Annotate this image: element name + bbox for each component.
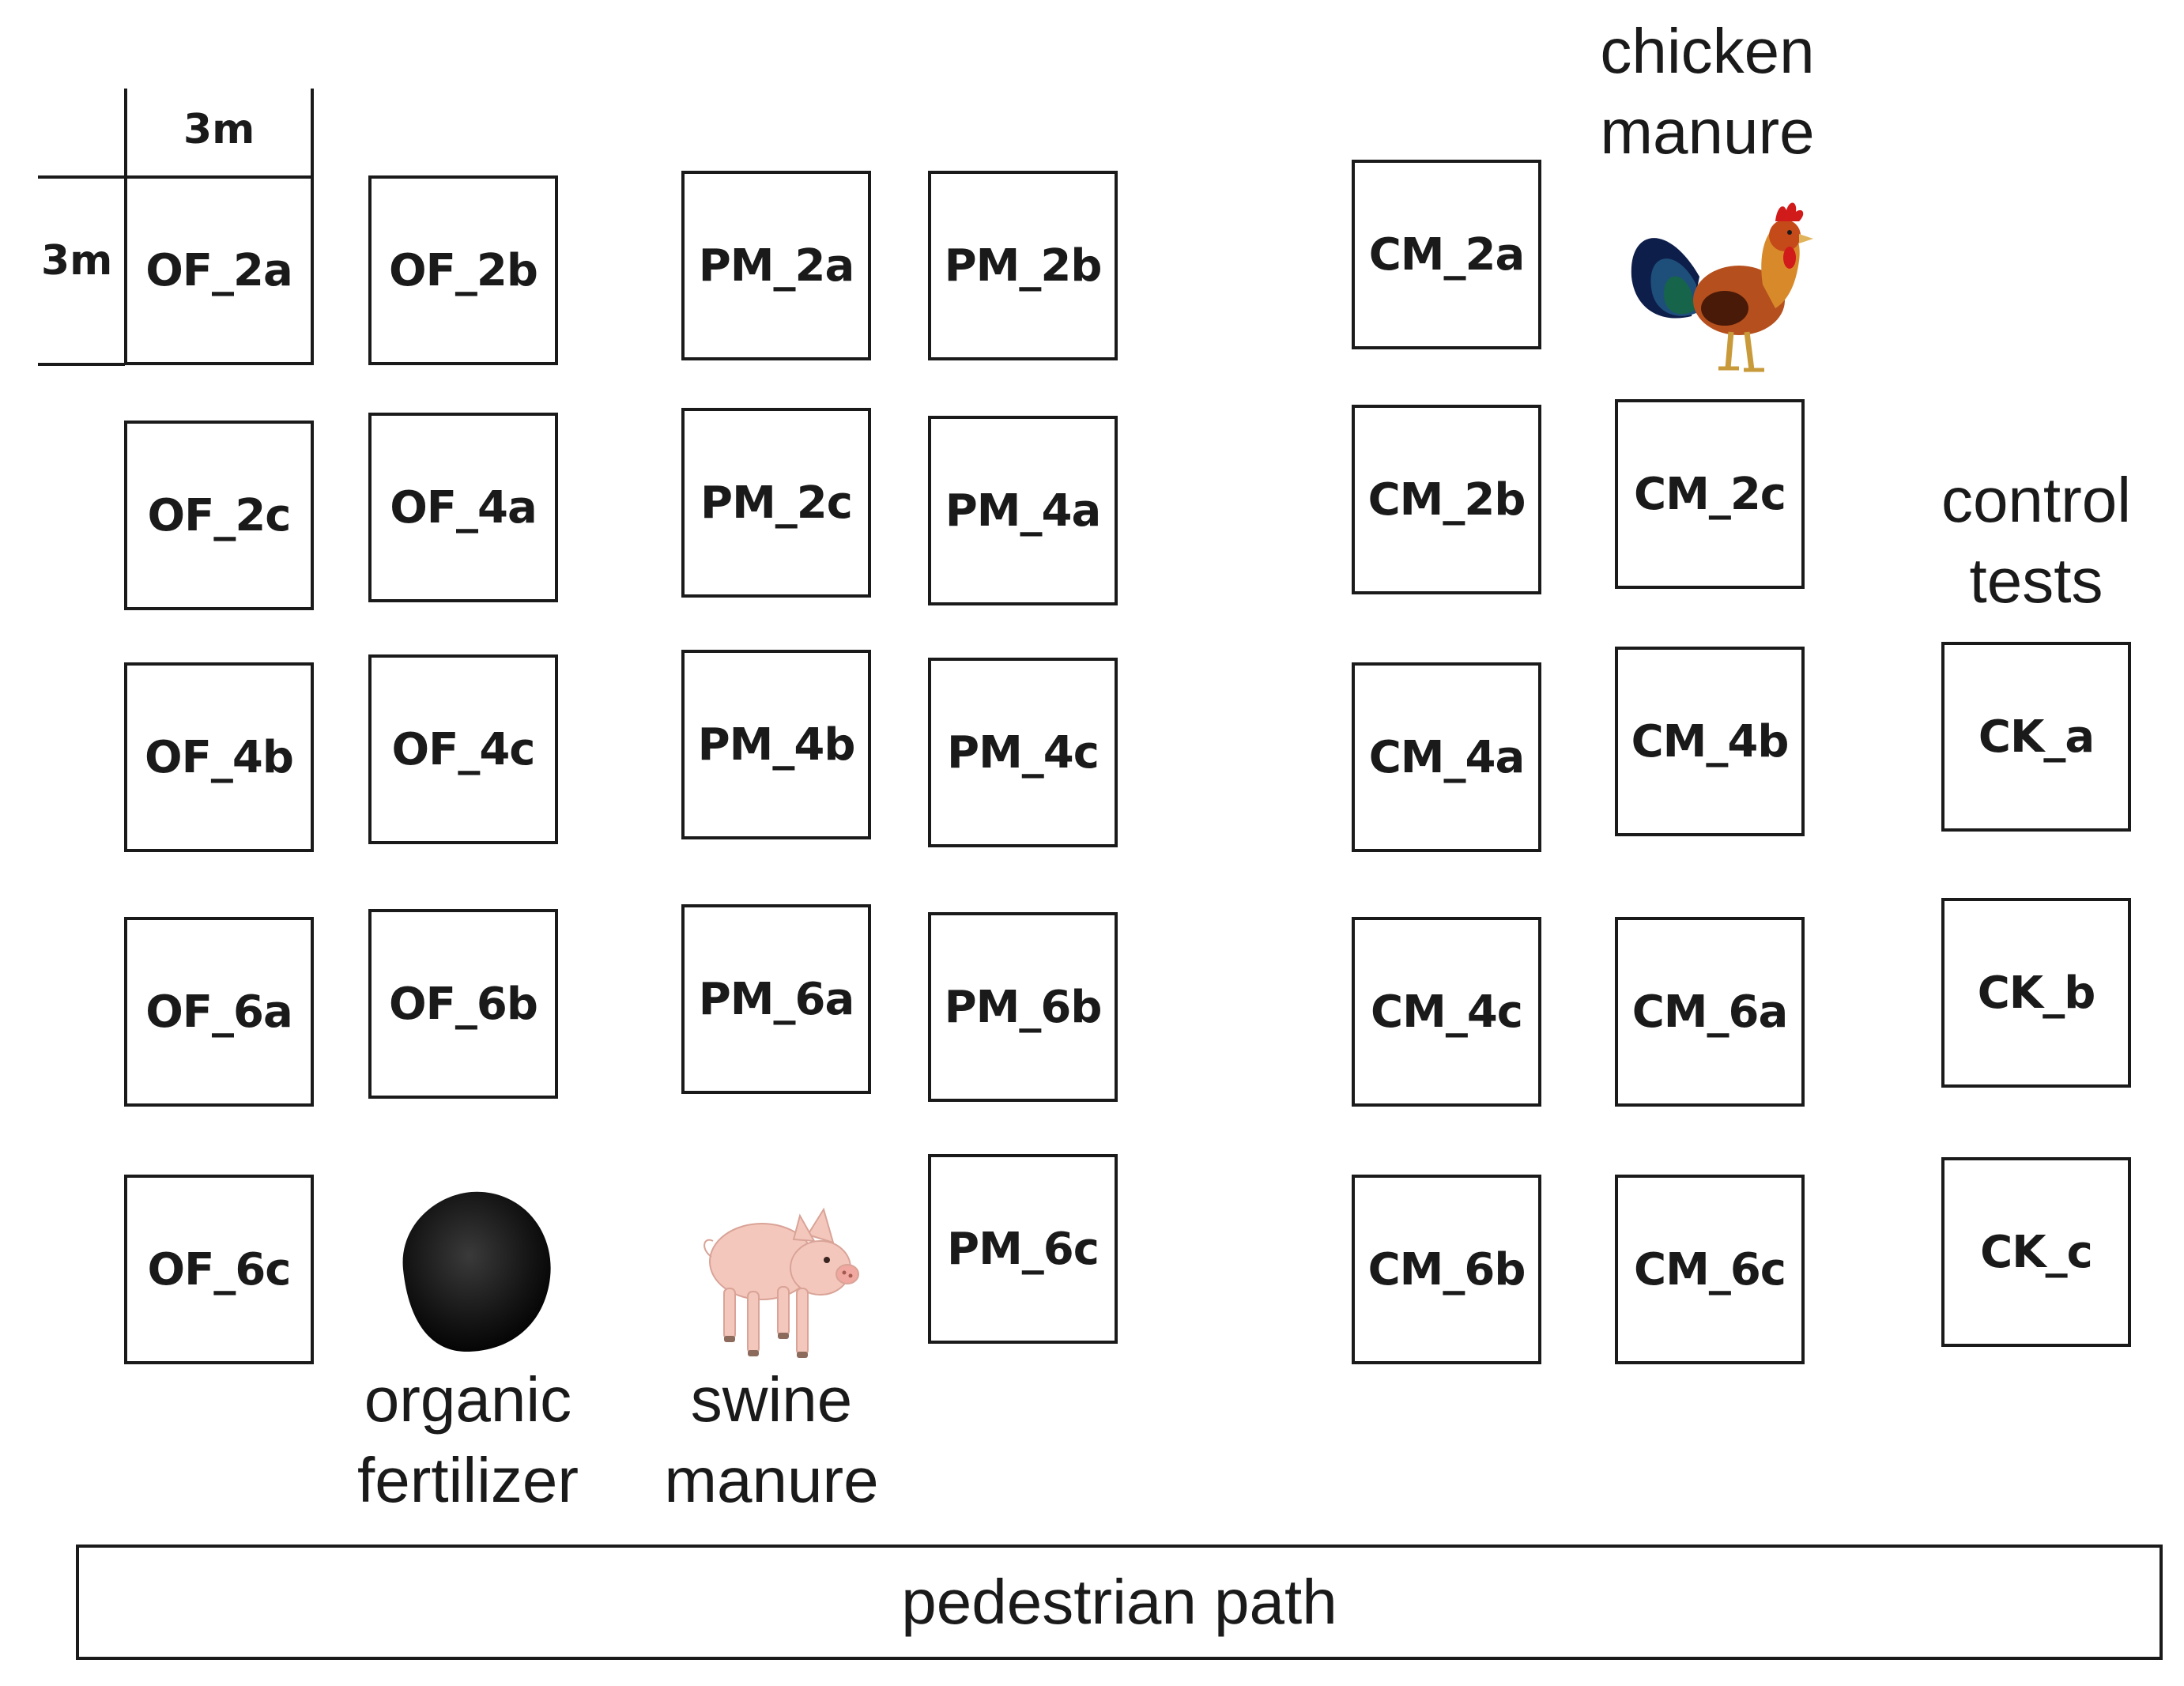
caption-line: swine [690,1364,853,1435]
plot-cm-6b: CM_6b [1352,1175,1541,1364]
plot-ck-c: CK_c [1941,1157,2131,1347]
plot-pm-6b: PM_6b [928,912,1118,1102]
caption-line: chicken [1600,16,1815,86]
plot-pm-4a: PM_4a [928,416,1118,605]
plot-of-2c: OF_2c [124,421,314,610]
plot-cm-4b: CM_4b [1615,647,1805,836]
plot-pm-2c: PM_2c [681,408,871,598]
plot-cm-2b: CM_2b [1352,405,1541,594]
organic-fertilizer-pellet-icon [402,1191,551,1352]
plot-pm-2b: PM_2b [928,171,1118,360]
plot-of-6a: OF_6a [124,917,314,1107]
caption-chicken-manure: chicken manure [1549,11,1865,172]
plot-of-6b: OF_6b [368,909,558,1099]
plot-of-4b: OF_4b [124,662,314,852]
scale-width-label: 3m [183,106,255,153]
caption-line: manure [1600,96,1815,167]
plot-cm-4a: CM_4a [1352,662,1541,852]
scale-vertical-line-right [311,89,314,179]
plot-of-6c: OF_6c [124,1175,314,1364]
scale-horizontal-line [38,175,125,179]
plot-cm-6c: CM_6c [1615,1175,1805,1364]
pedestrian-path-label: pedestrian path [901,1567,1337,1637]
caption-line: control [1941,465,2132,535]
pedestrian-path: pedestrian path [76,1545,2163,1660]
plot-pm-4b: PM_4b [681,650,871,839]
caption-line: tests [1969,545,2103,616]
plot-ck-a: CK_a [1941,642,2131,832]
scale-height-label: 3m [41,237,113,285]
caption-line: organic [364,1364,572,1435]
plot-cm-6a: CM_6a [1615,917,1805,1107]
plot-of-2a: OF_2a [124,175,314,365]
plot-pm-2a: PM_2a [681,171,871,360]
rooster-icon [1631,202,1813,372]
plot-cm-2c: CM_2c [1615,399,1805,589]
caption-swine-manure: swine manure [613,1360,930,1521]
caption-line: fertilizer [356,1445,579,1515]
plot-pm-6c: PM_6c [928,1154,1118,1344]
plot-ck-b: CK_b [1941,898,2131,1088]
caption-organic-fertilizer: organic fertilizer [310,1360,626,1521]
plot-of-2b: OF_2b [368,175,558,365]
caption-line: manure [664,1445,879,1515]
plot-pm-6a: PM_6a [681,904,871,1094]
plot-of-4a: OF_4a [368,413,558,602]
plot-pm-4c: PM_4c [928,658,1118,847]
pig-icon [703,1207,859,1358]
scale-horizontal-line-bottom [38,363,125,366]
plot-of-4c: OF_4c [368,654,558,844]
plot-cm-4c: CM_4c [1352,917,1541,1107]
plot-cm-2a: CM_2a [1352,160,1541,349]
caption-control-tests: control tests [1878,460,2184,621]
